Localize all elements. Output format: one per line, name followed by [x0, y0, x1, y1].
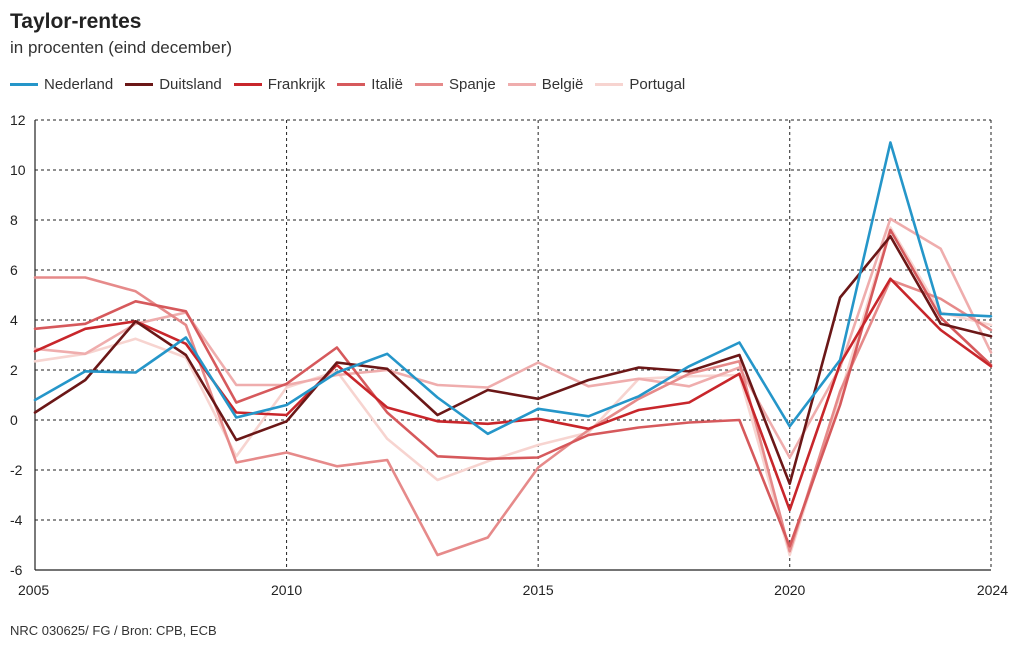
y-tick-label: 8 — [10, 212, 18, 228]
legend-swatch — [233, 83, 262, 86]
x-tick-label: 2020 — [774, 582, 805, 598]
y-tick-label: -6 — [10, 562, 23, 578]
legend-label: Frankrijk — [267, 76, 326, 93]
source-footer: NRC 030625/ FG / Bron: CPB, ECB — [10, 623, 217, 638]
legend-swatch — [337, 83, 366, 86]
legend-item: Frankrijk — [233, 76, 326, 93]
legend-swatch — [507, 83, 536, 86]
series-line-italië — [33, 228, 993, 548]
legend-item: Italië — [337, 76, 403, 93]
series-line-nederland — [33, 141, 993, 436]
series-line-duitsland — [33, 235, 993, 486]
legend-item: Portugal — [595, 76, 685, 93]
grid-lines — [35, 119, 992, 570]
legend-label: Italië — [371, 76, 403, 93]
x-tick-label: 2024 — [977, 582, 1008, 598]
x-tick-label: 2005 — [18, 582, 49, 598]
legend-swatch — [10, 83, 38, 86]
y-tick-label: 6 — [10, 262, 18, 278]
y-tick-label: 2 — [10, 362, 18, 378]
legend-swatch — [595, 83, 624, 86]
legend-label: Portugal — [629, 76, 686, 93]
y-tick-label: 12 — [10, 112, 26, 128]
y-tick-label: 4 — [10, 312, 18, 328]
series-line-spanje — [33, 276, 993, 557]
legend-label: Nederland — [44, 76, 114, 93]
legend-label: België — [541, 76, 584, 93]
legend-item: België — [507, 76, 584, 93]
axes — [34, 120, 991, 571]
legend-swatch — [125, 83, 154, 86]
legend-label: Spanje — [448, 76, 496, 93]
tick-labels: -6 -4 -2 0 2 4 6 8 10 12 2005 2010 2015 2020 2024 — [10, 112, 1008, 598]
legend-label: Duitsland — [159, 76, 222, 93]
legend-item: Spanje — [414, 76, 496, 93]
series-line-portugal — [33, 226, 993, 557]
legend: Nederland Duitsland Frankrijk Italië Spanje B… — [10, 76, 685, 93]
legend-item: Duitsland — [125, 76, 222, 93]
y-tick-label: 0 — [10, 412, 18, 428]
y-tick-label: -2 — [10, 462, 23, 478]
series-lines — [33, 141, 993, 557]
x-tick-label: 2010 — [271, 582, 302, 598]
chart-title: Taylor-rentes — [10, 10, 142, 33]
legend-item: Nederland — [10, 76, 113, 93]
y-tick-label: -4 — [10, 512, 23, 528]
y-tick-label: 10 — [10, 162, 26, 178]
x-tick-label: 2015 — [523, 582, 554, 598]
chart-subtitle: in procenten (eind december) — [10, 38, 233, 57]
legend-swatch — [414, 83, 443, 86]
